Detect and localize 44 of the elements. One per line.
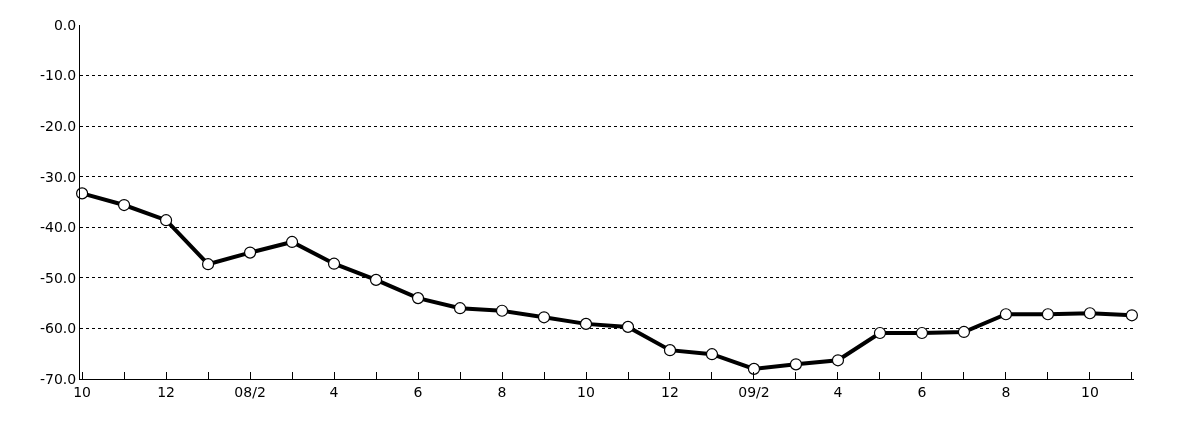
point (411, 291, 425, 305)
point (537, 311, 551, 324)
y-tick-label: -10.0 (39, 67, 77, 84)
point (495, 304, 509, 317)
point (957, 325, 971, 339)
y-tick-label: 0.0 (53, 16, 77, 33)
x-tick-label: 12 (661, 383, 679, 400)
x-tick-label: 4 (329, 383, 339, 400)
point (789, 358, 803, 371)
x-tick-label: 10 (577, 383, 595, 400)
point (201, 258, 215, 271)
x-tick-label: 4 (833, 383, 843, 400)
point (747, 362, 761, 375)
point (243, 246, 257, 259)
point (999, 308, 1013, 321)
point (369, 273, 383, 286)
point (915, 326, 929, 340)
x-tick-label: 10 (1081, 383, 1099, 400)
point (117, 198, 131, 212)
x-tick-label: 6 (917, 383, 927, 400)
x-tick-label: 08/2 (234, 383, 266, 400)
point (873, 326, 887, 340)
x-tick-label: 12 (157, 383, 175, 400)
y-tick-label: -60.0 (39, 320, 77, 337)
point (579, 317, 593, 330)
y-tick-label: -40.0 (39, 219, 77, 236)
point (1125, 309, 1138, 322)
y-tick-label: -30.0 (39, 168, 77, 185)
point (159, 214, 173, 227)
point (1083, 307, 1097, 320)
point (621, 320, 635, 334)
point (1041, 308, 1055, 321)
point (705, 348, 719, 361)
x-tick-label: 6 (413, 383, 423, 400)
y-tick-label: -50.0 (39, 269, 77, 286)
x-tick-label: 09/2 (738, 383, 770, 400)
point (663, 344, 677, 357)
x-tick-label: 8 (1001, 383, 1011, 400)
y-tick-label: -20.0 (39, 118, 77, 135)
x-tick-label: 8 (497, 383, 507, 400)
point (285, 235, 299, 249)
point (327, 257, 341, 270)
point (453, 302, 467, 315)
point (831, 354, 845, 367)
